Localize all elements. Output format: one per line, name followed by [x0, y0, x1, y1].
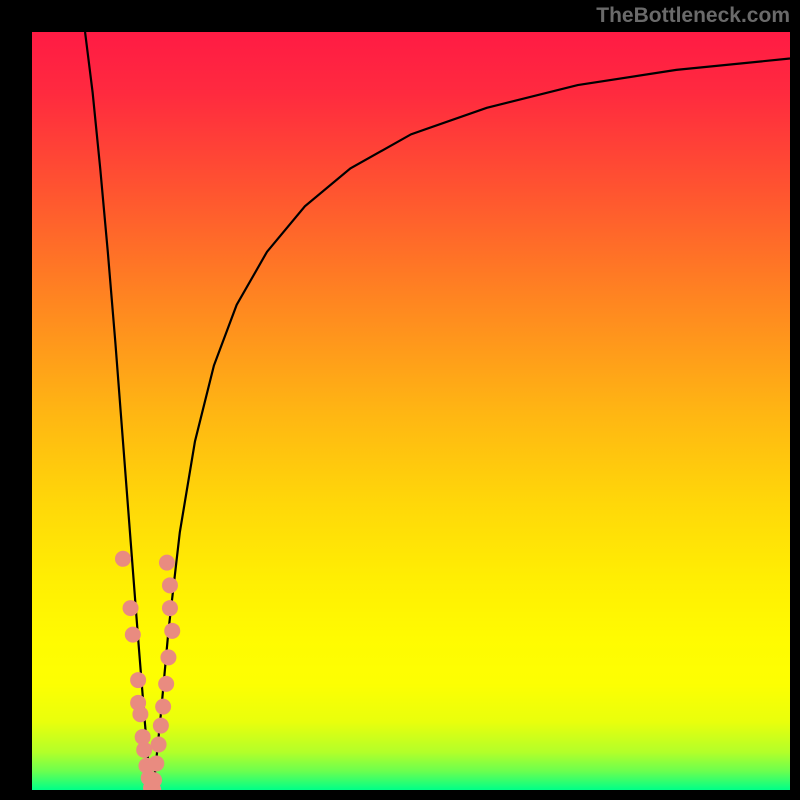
scatter-point: [153, 718, 169, 734]
scatter-point: [123, 600, 139, 616]
scatter-point: [115, 551, 131, 567]
scatter-point: [164, 623, 180, 639]
scatter-point: [159, 555, 175, 571]
scatter-point: [146, 772, 162, 788]
scatter-point: [162, 600, 178, 616]
scatter-point: [148, 755, 164, 771]
watermark-text: TheBottleneck.com: [596, 4, 790, 28]
scatter-point: [162, 577, 178, 593]
scatter-point: [151, 737, 167, 753]
scatter-point: [125, 627, 141, 643]
scatter-point: [132, 706, 148, 722]
scatter-point: [136, 742, 152, 758]
plot-background: [32, 32, 790, 790]
chart-container: TheBottleneck.com: [0, 0, 800, 800]
scatter-point: [155, 699, 171, 715]
scatter-point: [160, 649, 176, 665]
plot-svg: [0, 0, 800, 800]
scatter-point: [158, 676, 174, 692]
scatter-point: [130, 672, 146, 688]
